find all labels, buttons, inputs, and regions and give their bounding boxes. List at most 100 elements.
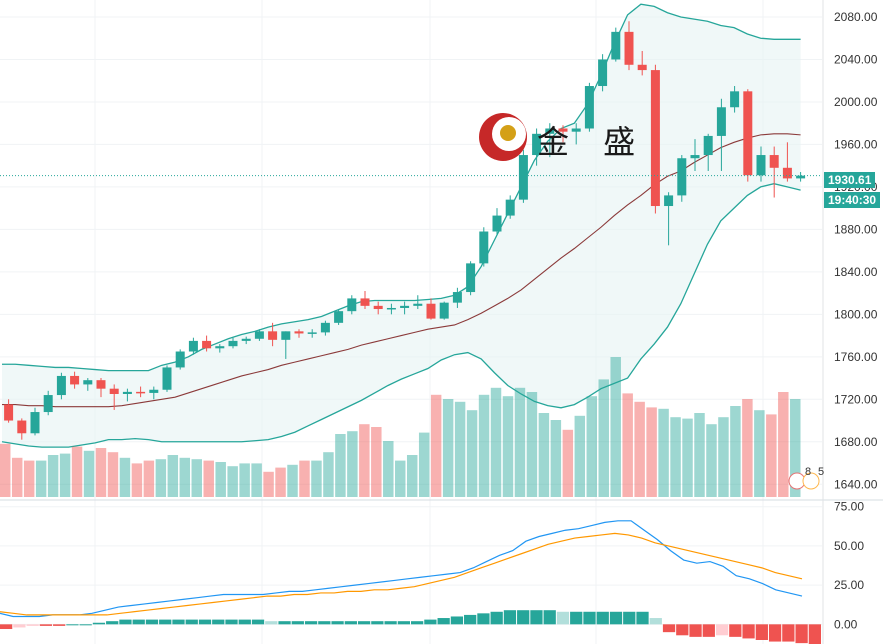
price-axis-label: 2080.00 (834, 10, 878, 24)
macd-histogram-bar (145, 619, 159, 625)
bollinger-lower-line (1, 183, 801, 448)
price-axis[interactable]: 1640.00 1680.00 1720.00 1760.00 1800.00 1840.… (834, 10, 878, 631)
volume-bar (95, 448, 107, 497)
candle-body (175, 351, 185, 368)
event-count-right: 5 (818, 466, 825, 478)
macd-histogram-bar (689, 624, 702, 637)
candle-body (360, 298, 370, 306)
bollinger-upper-line (2, 3, 801, 372)
volume-bar (742, 399, 753, 497)
price-axis-label: 1840.00 (834, 265, 878, 279)
candle-body (558, 128, 568, 132)
macd-histogram-bar (556, 611, 570, 625)
volume-bar (119, 457, 131, 497)
macd-fast-line (0, 520, 803, 618)
candle-body (228, 340, 238, 347)
candle-body (584, 86, 594, 129)
candle-body (479, 231, 489, 264)
volume-bar (335, 434, 346, 497)
volume-bar (478, 394, 490, 497)
macd-histogram-bar (159, 619, 172, 625)
candle-body (188, 340, 198, 352)
macd-histogram-bar (357, 621, 371, 625)
volume-bar (83, 450, 95, 497)
event-flag-icon (802, 472, 820, 490)
macd-histogram-bar (676, 624, 689, 636)
macd-histogram-bar (411, 621, 424, 625)
volume-bar (311, 460, 322, 497)
candle-body (307, 332, 317, 334)
candle-body (215, 346, 225, 349)
price-axis-label: 1720.00 (834, 392, 878, 406)
macd-histogram-bar (649, 618, 662, 625)
macd-histogram-bar (92, 622, 106, 625)
candlesticks[interactable] (0, 21, 822, 440)
candle-body (611, 31, 621, 60)
candle-body (756, 155, 766, 176)
volume-bar (454, 401, 466, 497)
candle-body (4, 404, 14, 421)
macd-histogram-bar (715, 624, 729, 636)
price-axis-label: 1800.00 (834, 307, 878, 321)
candle-body (598, 59, 608, 87)
macd-histogram-bar (503, 610, 517, 625)
candle-body (268, 331, 278, 340)
brand-logo-icon (479, 113, 820, 490)
volume-bar (359, 424, 370, 497)
candle-body (716, 107, 726, 136)
macd-histogram-bar (212, 619, 225, 625)
brand-logo-icon-core (500, 125, 516, 141)
bollinger-bands (1, 3, 801, 448)
candle-body (30, 412, 40, 434)
macd-histogram-bar (808, 624, 821, 644)
volume-bar (167, 455, 179, 497)
macd-histogram-bar (636, 611, 649, 625)
macd-histogram-bar (662, 624, 676, 633)
volume-bar (442, 399, 454, 497)
macd-histogram-bar (225, 619, 238, 625)
macd-histogram-bar (570, 611, 583, 625)
macd-histogram-bar (517, 610, 530, 625)
candle-body (690, 155, 700, 159)
volume-bar (299, 460, 310, 497)
candle-body (571, 128, 581, 132)
macd-histogram-bar (583, 611, 596, 625)
macd-histogram-bar (424, 619, 437, 625)
candle-body (320, 322, 330, 333)
candle-body (83, 380, 93, 385)
candle-body (624, 31, 634, 65)
candle-body (281, 331, 291, 340)
volume-bar (131, 463, 143, 497)
macd-axis-label: 0.00 (834, 617, 858, 631)
volume-bar (191, 459, 202, 497)
price-axis-label: 1760.00 (834, 350, 878, 364)
macd-histogram-bar (39, 624, 53, 626)
candle-body (677, 158, 687, 196)
candle-body (730, 91, 740, 108)
macd-histogram-bar (437, 618, 450, 625)
candle-body (96, 380, 106, 389)
candle-body (347, 298, 357, 312)
volume-bar (610, 357, 621, 497)
volume-bar (682, 418, 693, 497)
volume-bar (71, 446, 83, 497)
macd-histogram-bar (132, 619, 145, 625)
volume-bar (418, 432, 430, 497)
price-axis-label: 1880.00 (834, 222, 878, 236)
macd-histogram-bar (291, 621, 304, 625)
volume-bar (275, 467, 286, 497)
volume-bar (550, 420, 562, 497)
volume-bar (323, 452, 334, 497)
macd-histogram-bar (278, 621, 291, 625)
candle-body (650, 70, 660, 207)
macd-histogram-bar (729, 624, 742, 637)
macd-histogram-bar (596, 611, 609, 625)
macd-axis-label: 50.00 (834, 539, 864, 553)
volume-bar (35, 460, 47, 497)
last-price-tag: 1930.61 (824, 172, 876, 188)
candle-body (492, 215, 502, 232)
candle-body (796, 175, 806, 179)
volume-bar (263, 471, 274, 497)
volume-bar (287, 464, 298, 497)
